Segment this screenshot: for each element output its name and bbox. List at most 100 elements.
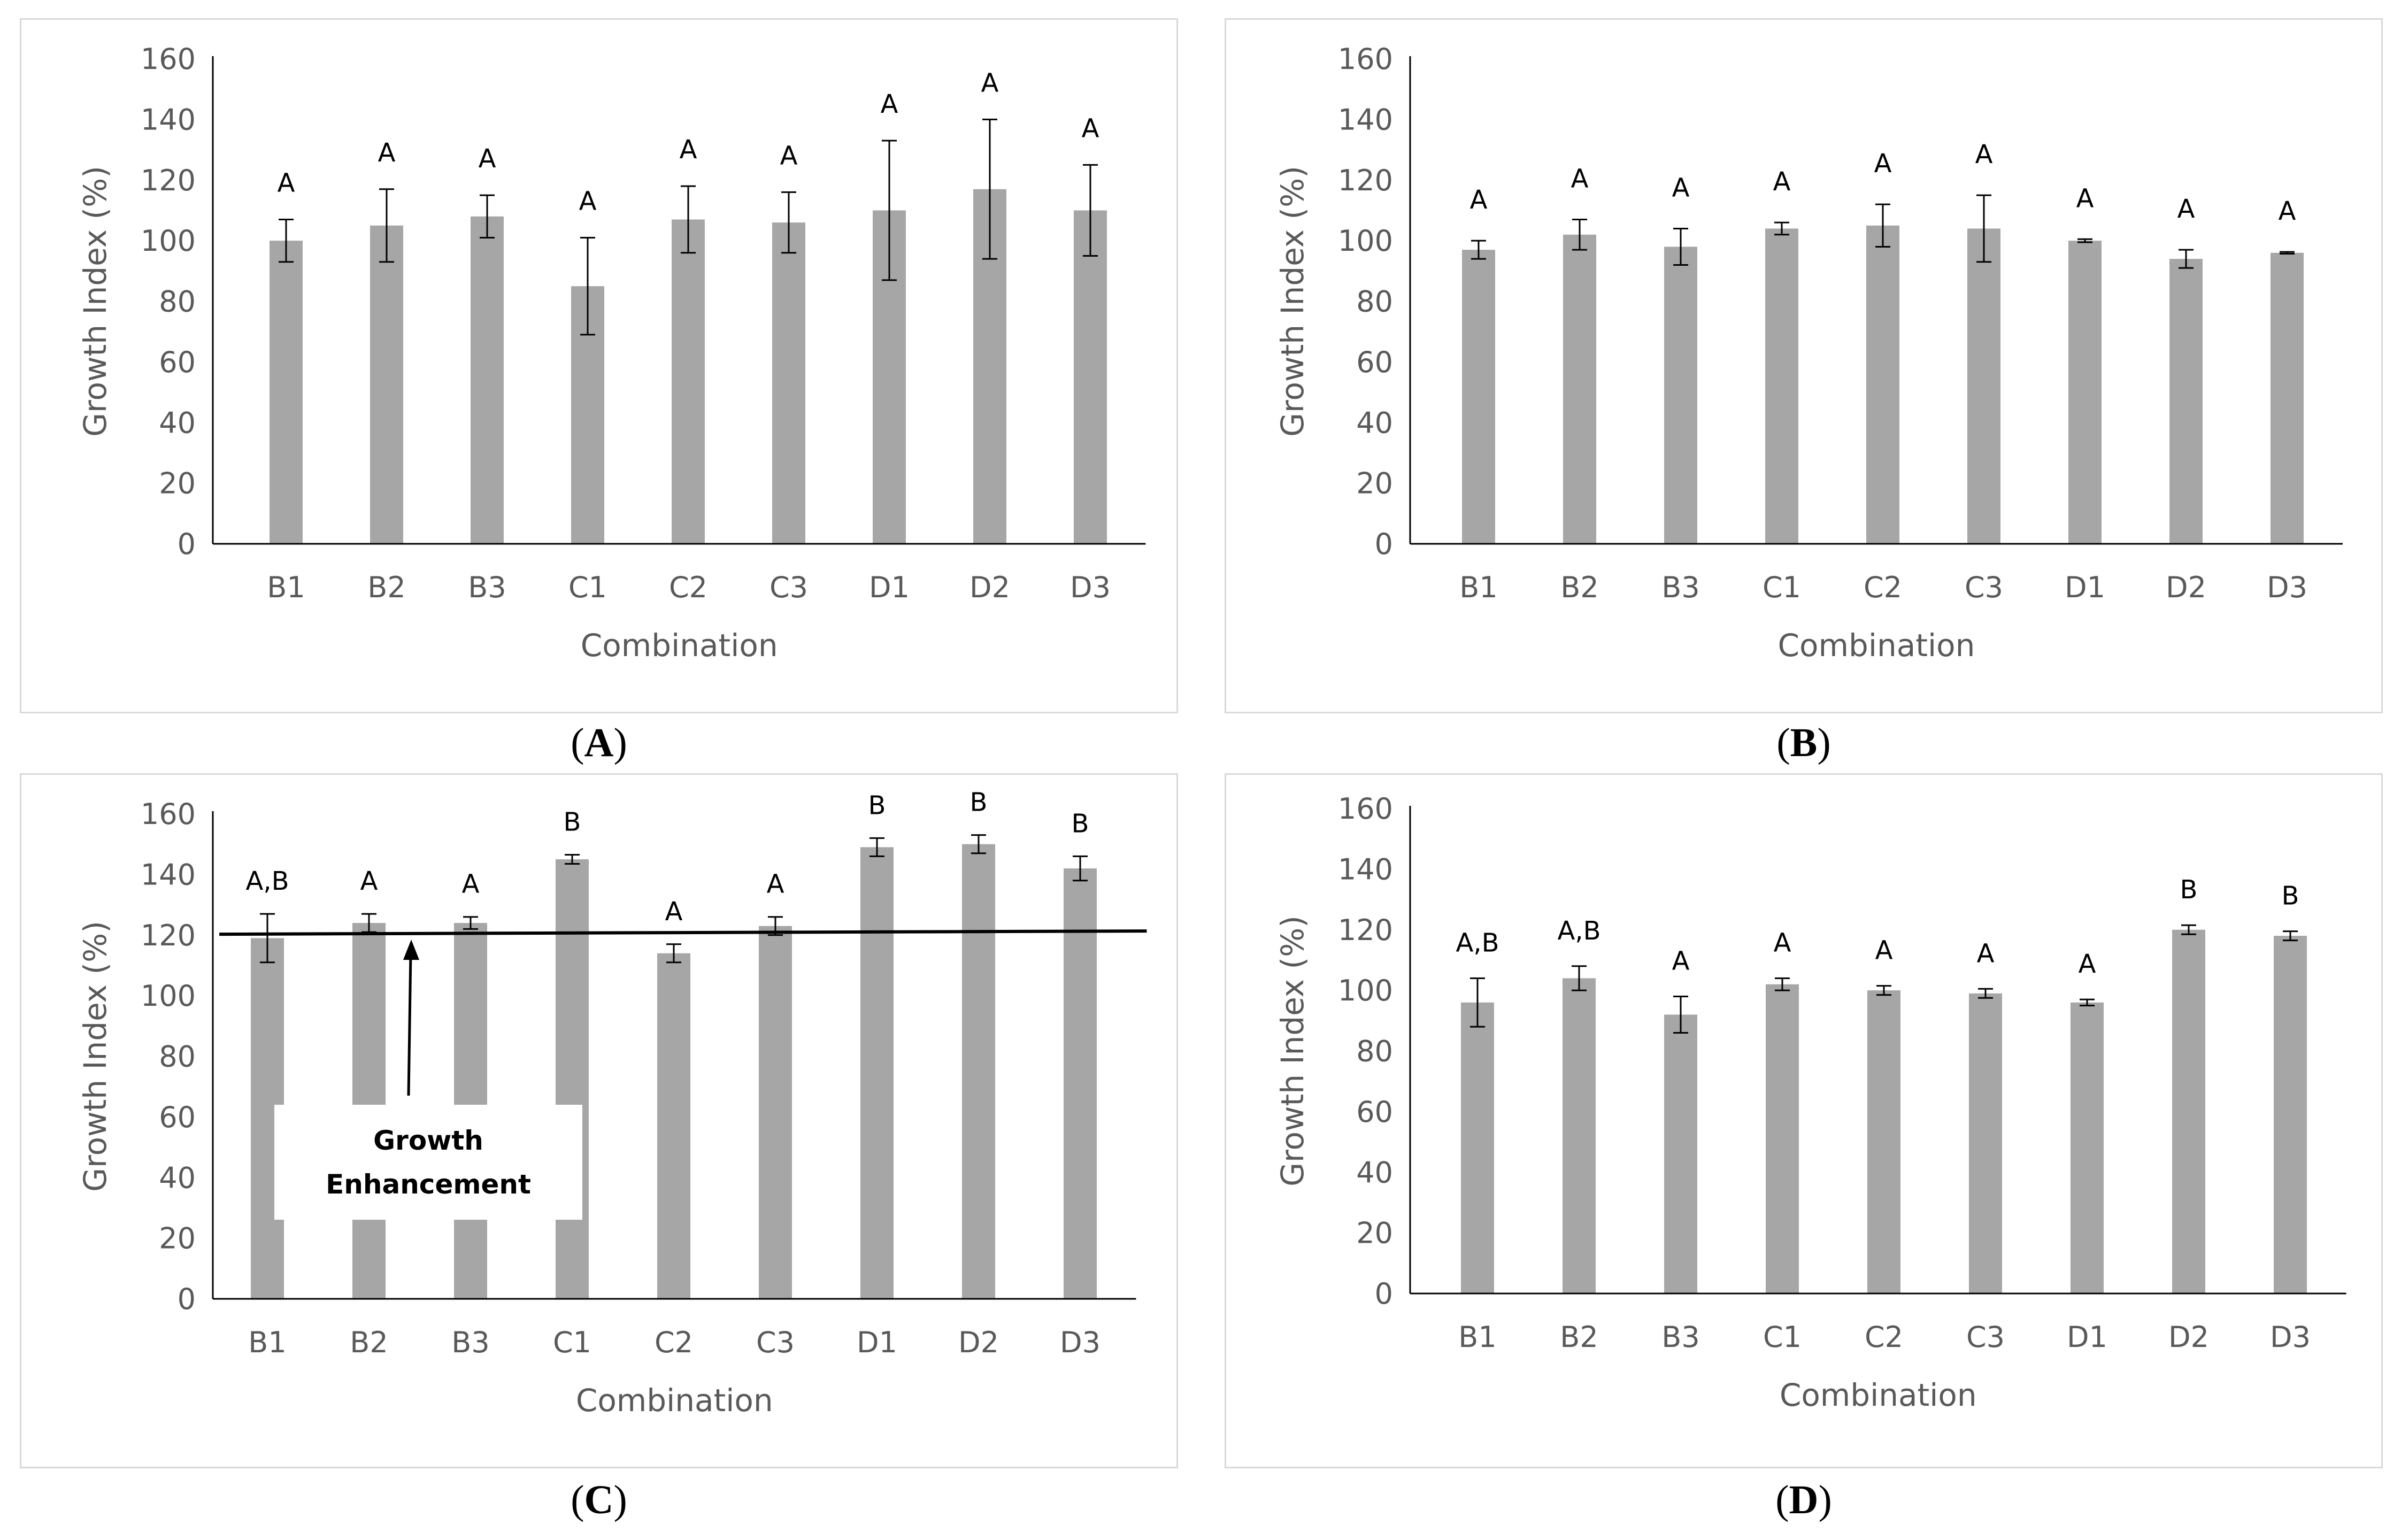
significance-letter-b-C1: A [1773, 167, 1791, 197]
x-tick-label-a-B1: B1 [267, 571, 305, 604]
y-tick-label-c-0: 0 [178, 1282, 196, 1316]
significance-letter-c-D2: B [970, 788, 988, 818]
y-tick-label-d-40: 40 [1356, 1156, 1393, 1189]
bar-a-B2 [370, 225, 403, 544]
bar-b-B3 [1664, 247, 1697, 544]
y-tick-label-a-0: 0 [178, 527, 196, 561]
y-tick-label-d-60: 60 [1356, 1095, 1393, 1129]
significance-letter-d-C2: A [1875, 936, 1893, 966]
x-tick-label-b-B2: B2 [1560, 571, 1598, 604]
bar-a-C3 [772, 222, 805, 544]
significance-letter-d-D3: B [2282, 881, 2299, 911]
significance-letter-a-C3: A [780, 141, 798, 171]
y-tick-label-d-160: 160 [1338, 792, 1393, 826]
x-tick-label-c-B3: B3 [451, 1326, 489, 1359]
significance-letter-d-C3: A [1977, 938, 1995, 968]
x-tick-label-d-C3: C3 [1966, 1320, 2005, 1354]
x-tick-label-c-D1: D1 [857, 1326, 897, 1359]
x-tick-label-c-B2: B2 [350, 1326, 388, 1359]
x-tick-label-c-B1: B1 [248, 1326, 286, 1359]
x-tick-label-c-D2: D2 [958, 1326, 999, 1359]
bar-c-C1 [556, 859, 589, 1299]
x-tick-label-d-B3: B3 [1661, 1320, 1699, 1354]
chart-panel-a: A B1 A B2 A B3 A C1 A C2 A C3 A D1 A D2 A D3 0 20 40 60 80 100 1… [20, 18, 1178, 713]
y-tick-label-c-40: 40 [159, 1161, 196, 1195]
significance-letter-b-C2: A [1874, 149, 1892, 179]
y-tick-label-d-100: 100 [1338, 974, 1393, 1007]
significance-letter-d-B1: A,B [1456, 928, 1499, 958]
x-tick-label-c-C3: C3 [756, 1326, 795, 1359]
x-tick-label-d-D2: D2 [2168, 1320, 2209, 1354]
y-axis-title-b: Growth Index (%) [1274, 166, 1311, 437]
bar-c-C3 [759, 926, 792, 1299]
bar-d-C2 [1867, 990, 1900, 1293]
bar-b-B2 [1563, 234, 1596, 544]
significance-letter-d-D1: A [2079, 949, 2096, 979]
y-tick-label-a-100: 100 [141, 224, 196, 258]
bar-a-B3 [471, 216, 504, 544]
chart-a-svg: A B1 A B2 A B3 A C1 A C2 A C3 A D1 A D2 A D3 0 20 40 60 80 100 1… [77, 42, 1146, 664]
bar-b-C3 [1967, 228, 2000, 544]
significance-letter-c-B3: A [462, 869, 480, 899]
significance-letter-c-B2: A [360, 866, 378, 896]
significance-letter-b-B2: A [1571, 164, 1589, 194]
significance-letter-d-B2: A,B [1557, 916, 1600, 946]
x-tick-label-a-B2: B2 [367, 571, 405, 604]
y-axis-title-c: Growth Index (%) [77, 921, 113, 1192]
significance-letter-a-D1: A [881, 89, 898, 119]
y-tick-label-d-140: 140 [1338, 852, 1393, 886]
significance-letter-b-B1: A [1470, 185, 1488, 215]
significance-letter-a-B3: A [479, 144, 496, 174]
y-axis-title-d: Growth Index (%) [1274, 915, 1311, 1187]
x-tick-label-d-C1: C1 [1763, 1320, 1802, 1354]
x-tick-label-b-D1: D1 [2065, 571, 2105, 604]
y-tick-label-d-0: 0 [1375, 1277, 1393, 1311]
bar-b-D1 [2068, 241, 2102, 544]
y-tick-label-d-80: 80 [1356, 1035, 1393, 1068]
x-tick-label-c-C2: C2 [655, 1326, 693, 1359]
bar-d-D3 [2274, 936, 2307, 1293]
y-tick-label-c-80: 80 [159, 1040, 196, 1074]
significance-letter-a-B1: A [278, 168, 295, 198]
x-axis-title-b: Combination [1778, 627, 1975, 664]
x-tick-label-d-D3: D3 [2270, 1320, 2311, 1354]
x-tick-label-b-C1: C1 [1763, 571, 1801, 604]
y-tick-label-a-60: 60 [159, 345, 196, 379]
y-tick-label-c-100: 100 [141, 979, 196, 1013]
significance-letter-d-B3: A [1672, 946, 1690, 976]
significance-letter-a-B2: A [378, 138, 396, 168]
x-tick-label-b-C2: C2 [1864, 571, 1902, 604]
annotation-arrow-head-c [403, 940, 419, 960]
bar-d-D2 [2172, 929, 2205, 1293]
y-tick-label-b-140: 140 [1338, 103, 1393, 136]
annotation-line-1: Growth [373, 1125, 483, 1156]
bar-b-D2 [2169, 259, 2203, 544]
bar-b-C1 [1765, 228, 1798, 544]
significance-letter-c-C2: A [665, 897, 683, 927]
significance-letter-b-D2: A [2177, 194, 2195, 224]
bar-c-D1 [860, 847, 894, 1299]
annotation-line-2: Enhancement [326, 1168, 531, 1200]
x-tick-label-b-C3: C3 [1965, 571, 2003, 604]
significance-letter-d-D2: B [2180, 875, 2198, 905]
y-tick-label-b-60: 60 [1356, 345, 1393, 379]
y-tick-label-c-60: 60 [159, 1100, 196, 1134]
significance-letter-a-C2: A [680, 135, 697, 165]
bar-c-C2 [657, 953, 690, 1299]
y-tick-label-a-40: 40 [159, 406, 196, 440]
significance-letter-a-D3: A [1082, 113, 1099, 143]
growth-enhancement-annotation: Growth Enhancement [274, 1105, 582, 1220]
chart-b-svg: A B1 A B2 A B3 A C1 A C2 A C3 A D1 A D2 A D3 0 20 40 60 80 100 1… [1274, 42, 2343, 664]
x-tick-label-a-C1: C1 [568, 571, 607, 604]
bar-d-C1 [1766, 984, 1799, 1293]
x-tick-label-c-C1: C1 [553, 1326, 591, 1359]
bar-b-C2 [1866, 225, 1899, 544]
x-axis-title-c: Combination [576, 1382, 773, 1419]
chart-c-svg: A,B B1 A B2 A B3 B C1 A C2 A C3 B D1 B D2 B D3 0 20 40 60 80 10… [77, 788, 1147, 1419]
y-tick-label-b-120: 120 [1338, 164, 1393, 197]
y-tick-label-c-20: 20 [159, 1222, 196, 1256]
x-tick-label-a-C3: C3 [769, 571, 808, 604]
x-axis-title-a: Combination [581, 627, 778, 664]
y-tick-label-b-20: 20 [1356, 467, 1393, 500]
significance-letter-a-C1: A [579, 186, 597, 216]
